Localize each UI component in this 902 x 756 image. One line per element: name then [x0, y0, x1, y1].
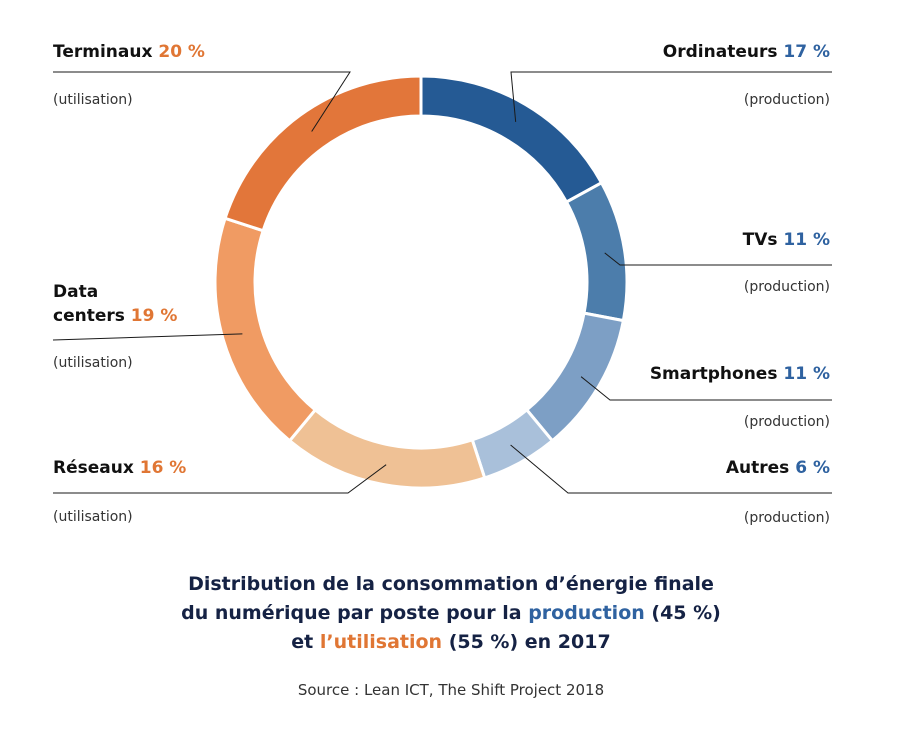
label-reseaux-name: Réseaux	[53, 458, 134, 478]
leader-line-ordinateurs	[510, 71, 832, 122]
label-ordinateurs: Ordinateurs 17 %	[663, 40, 830, 64]
label-smartphones-name: Smartphones	[649, 364, 778, 384]
label-terminaux: Terminaux 20 %	[53, 40, 205, 64]
label-reseaux: Réseaux 16 %	[53, 456, 186, 480]
label-tvs-phase: (production)	[743, 279, 830, 295]
label-ordinateurs-name: Ordinateurs	[662, 42, 778, 62]
chart-title-utilisation: l’utilisation	[319, 631, 443, 653]
label-autres-phase: (production)	[743, 510, 830, 526]
label-tvs-pct: 11 %	[783, 230, 830, 250]
leader-line-tvs	[604, 252, 832, 266]
chart-title-line3: et l’utilisation (55 %) en 2017	[0, 628, 902, 657]
leader-lines	[52, 71, 832, 494]
label-terminaux-name: Terminaux	[53, 42, 153, 62]
donut-slices	[213, 74, 629, 490]
label-autres-pct: 6 %	[795, 458, 830, 478]
label-ordinateurs-pct: 17 %	[783, 42, 830, 62]
label-terminaux-phase: (utilisation)	[53, 92, 133, 108]
chart-title-line2-pre: du numérique par poste pour la	[181, 602, 529, 624]
label-tvs: TVs 11 %	[743, 228, 830, 252]
label-reseaux-phase: (utilisation)	[53, 509, 133, 525]
label-datacenters-phase: (utilisation)	[53, 355, 133, 371]
leader-line-smartphones	[580, 376, 832, 401]
label-terminaux-pct: 20 %	[158, 42, 205, 62]
label-datacenters-pct: 19 %	[130, 306, 178, 326]
leader-line-datacenters	[52, 333, 243, 341]
label-datacenters: Data centers 19 %	[53, 280, 177, 328]
label-smartphones-phase: (production)	[743, 414, 830, 430]
slice-reseaux	[287, 407, 487, 490]
chart-title-line2: du numérique par poste pour la productio…	[0, 599, 902, 628]
chart-title-production: production	[528, 602, 645, 624]
chart-title-line2-post: (45 %)	[644, 602, 721, 624]
label-smartphones-pct: 11 %	[783, 364, 830, 384]
slice-datacenters	[213, 216, 318, 443]
chart-title-line3-pre: et	[291, 631, 320, 653]
label-autres-name: Autres	[725, 458, 790, 478]
label-tvs-name: TVs	[742, 230, 778, 250]
chart-title-line3-post: (55 %) en 2017	[442, 631, 611, 653]
leader-line-terminaux	[53, 71, 351, 132]
chart-title-line1: Distribution de la consommation d’énergi…	[188, 573, 714, 595]
label-reseaux-pct: 16 %	[139, 458, 187, 478]
chart-source: Source : Lean ICT, The Shift Project 201…	[297, 681, 605, 699]
label-ordinateurs-phase: (production)	[743, 92, 830, 108]
label-datacenters-name-line1: Data	[53, 282, 99, 302]
slice-tvs	[564, 180, 629, 323]
leader-line-autres	[510, 444, 832, 494]
leader-line-reseaux	[53, 464, 387, 494]
label-autres: Autres 6 %	[726, 456, 830, 480]
slice-ordinateurs	[419, 74, 604, 205]
donut-chart	[52, 71, 832, 494]
slice-smartphones	[524, 311, 626, 443]
chart-title: Distribution de la consommation d’énergi…	[0, 570, 902, 657]
slice-terminaux	[223, 74, 423, 233]
label-smartphones: Smartphones 11 %	[650, 362, 830, 386]
label-datacenters-name-line2: centers	[53, 306, 125, 326]
